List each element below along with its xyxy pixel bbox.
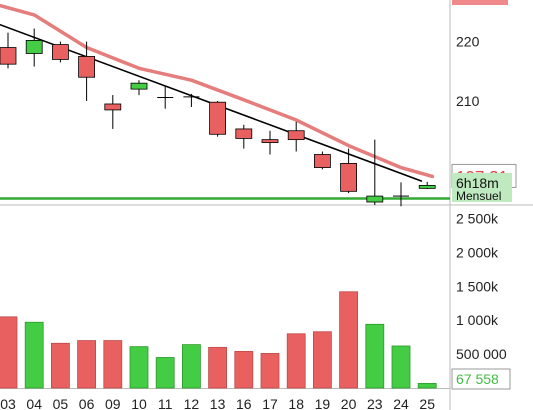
value-labels: 197,31195,806h18mMensuel67 558 <box>451 163 517 390</box>
candle-body <box>78 56 95 78</box>
moving-average-layer <box>0 3 435 179</box>
price-axis: 220 210 <box>456 34 480 109</box>
volume-tick-label: 1 500k <box>456 278 499 294</box>
x-tick-label: 05 <box>53 396 69 410</box>
resistance-trendline <box>0 23 423 182</box>
trendline-layer <box>0 23 423 182</box>
volume-bar <box>286 333 306 389</box>
x-tick-label: 19 <box>315 396 331 410</box>
volume-bar <box>0 316 18 389</box>
candle-body <box>313 154 331 168</box>
candle-body <box>366 195 384 203</box>
candle <box>0 32 17 69</box>
candle <box>130 80 148 96</box>
candle <box>78 41 95 102</box>
candle <box>157 86 174 109</box>
upper-price-marker <box>452 0 508 5</box>
volume-bar <box>77 340 96 389</box>
timeframe-label: Mensuel <box>456 189 501 203</box>
candle <box>104 95 122 129</box>
x-tick-label: 17 <box>262 396 278 410</box>
candle <box>52 41 69 63</box>
volume-bar <box>417 383 437 389</box>
price-tick-label: 220 <box>456 34 480 50</box>
x-axis: 03 04 05 06 09 10 11 12 13 16 17 18 19 20 23 24 25 <box>0 396 435 410</box>
candle <box>261 130 279 155</box>
countdown-label: 6h18m <box>456 175 499 191</box>
last-volume-box <box>451 368 511 390</box>
candle <box>287 121 305 152</box>
moving-average-line <box>0 3 435 179</box>
volume-bar <box>181 344 201 389</box>
volume-bar <box>51 342 70 389</box>
candle <box>235 124 253 149</box>
candle-body <box>261 139 279 144</box>
x-tick-label: 04 <box>26 396 42 410</box>
volume-bar <box>234 350 254 389</box>
volume-tick-label: 1 000k <box>456 312 499 328</box>
candle <box>209 101 227 137</box>
x-tick-label: 23 <box>367 396 383 410</box>
candle-body <box>418 184 436 189</box>
volume-tick-label: 2 500k <box>456 211 499 227</box>
candle-body <box>235 128 253 139</box>
candlestick-series <box>0 28 436 207</box>
candle <box>418 181 436 189</box>
volume-axis: 2 500k 2 000k 1 500k 1 000k 500 000 <box>456 211 507 363</box>
countdown-box <box>452 173 512 202</box>
volume-bar <box>129 346 149 389</box>
candle <box>366 139 384 205</box>
volume-bar <box>391 345 411 389</box>
candle-body <box>130 82 148 90</box>
volume-bar <box>208 346 228 389</box>
x-tick-label: 03 <box>0 396 16 410</box>
candle-body <box>209 101 227 135</box>
volume-bar <box>103 340 123 389</box>
candle <box>393 182 409 207</box>
x-tick-label: 25 <box>419 396 435 410</box>
volume-tick-label: 2 000k <box>456 244 499 260</box>
candle-body <box>0 47 17 65</box>
x-tick-label: 12 <box>184 396 200 410</box>
x-tick-label: 11 <box>158 396 173 410</box>
candle-body <box>52 44 69 60</box>
volume-bar <box>339 291 359 389</box>
x-tick-label: 09 <box>105 396 121 410</box>
price-tick-label: 210 <box>456 93 480 109</box>
x-tick-label: 10 <box>131 396 147 410</box>
volume-tick-label: 500 000 <box>456 346 507 362</box>
candle <box>313 151 331 170</box>
candle-body <box>340 163 358 192</box>
volume-bars <box>0 291 437 389</box>
candle <box>183 93 200 107</box>
x-tick-label: 24 <box>393 396 409 410</box>
x-tick-label: 13 <box>210 396 226 410</box>
x-tick-label: 20 <box>341 396 357 410</box>
candle-body <box>287 130 305 141</box>
x-tick-label: 18 <box>288 396 304 410</box>
candle <box>25 28 43 67</box>
volume-bar <box>365 323 385 389</box>
last-volume-label: 67 558 <box>456 371 499 387</box>
volume-bar <box>24 321 44 389</box>
x-tick-label: 16 <box>236 396 252 410</box>
x-tick-label: 06 <box>79 396 95 410</box>
candle-body <box>25 40 43 54</box>
volume-bar <box>260 353 280 389</box>
volume-bar <box>155 357 175 389</box>
candle-body <box>104 103 122 111</box>
volume-bar <box>312 331 332 389</box>
candle <box>340 148 358 194</box>
